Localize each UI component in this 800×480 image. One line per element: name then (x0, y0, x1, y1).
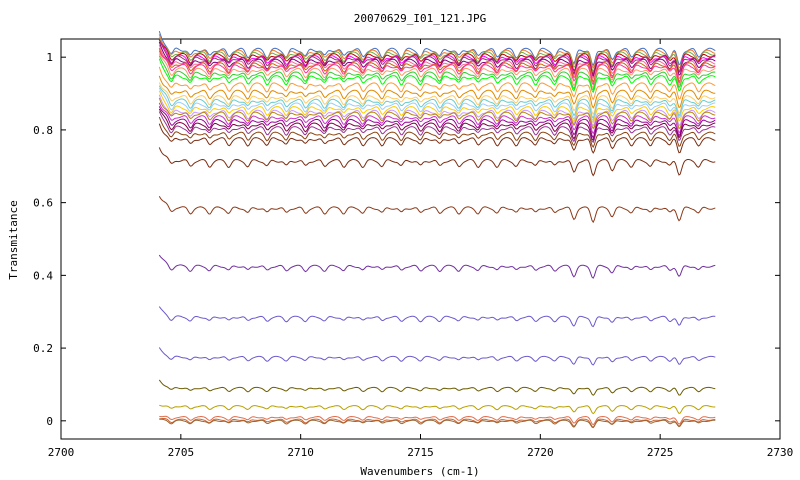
series-line (158, 58, 716, 94)
x-tick-label: 2725 (647, 446, 674, 459)
series-line (159, 418, 716, 429)
series-line (159, 404, 716, 415)
series-line (158, 82, 716, 116)
series-line (158, 147, 716, 177)
x-axis-label: Wavenumbers (cm-1) (360, 465, 479, 478)
series-line (158, 75, 716, 109)
series-line (158, 39, 716, 76)
y-tick-label: 0.2 (33, 342, 53, 355)
series-line (158, 97, 716, 130)
series-line (158, 37, 716, 73)
y-tick-label: 0.4 (33, 269, 53, 282)
y-tick-label: 1 (46, 51, 53, 64)
x-tick-label: 2710 (287, 446, 314, 459)
series-line (158, 123, 716, 154)
series-line (158, 102, 716, 135)
y-tick-label: 0.8 (33, 124, 53, 137)
y-tick-label: 0.6 (33, 197, 53, 210)
series-line (158, 108, 716, 141)
series-line (158, 111, 716, 144)
x-tick-label: 2715 (407, 446, 434, 459)
series-line (158, 85, 716, 120)
series-line (158, 306, 716, 328)
x-tick-label: 2700 (48, 446, 75, 459)
series-layer (158, 30, 716, 429)
series-line (158, 87, 716, 122)
series-line (158, 66, 716, 101)
y-tick-label: 0 (46, 415, 53, 428)
series-line (158, 53, 716, 89)
series-line (158, 254, 716, 279)
series-line (158, 106, 716, 139)
series-line (158, 39, 716, 76)
x-tick-label: 2705 (168, 446, 195, 459)
series-line (158, 50, 716, 86)
chart-title: 20070629_I01_121.JPG (354, 12, 486, 25)
series-line (158, 379, 716, 396)
series-line (158, 39, 716, 76)
x-axis: 2700 2705 2710 2715 2720 2725 2730 (48, 39, 794, 459)
series-line (159, 418, 716, 428)
series-line (159, 415, 716, 426)
series-line (158, 195, 716, 224)
series-line (158, 347, 716, 366)
y-axis: 0 0.2 0.4 0.6 0.8 1 (33, 51, 780, 428)
x-tick-label: 2730 (767, 446, 794, 459)
series-line (158, 116, 716, 148)
y-axis-label: Transmitance (7, 200, 20, 279)
series-line (158, 48, 716, 83)
series-line (158, 90, 716, 124)
series-line (158, 55, 716, 91)
x-tick-label: 2720 (527, 446, 554, 459)
